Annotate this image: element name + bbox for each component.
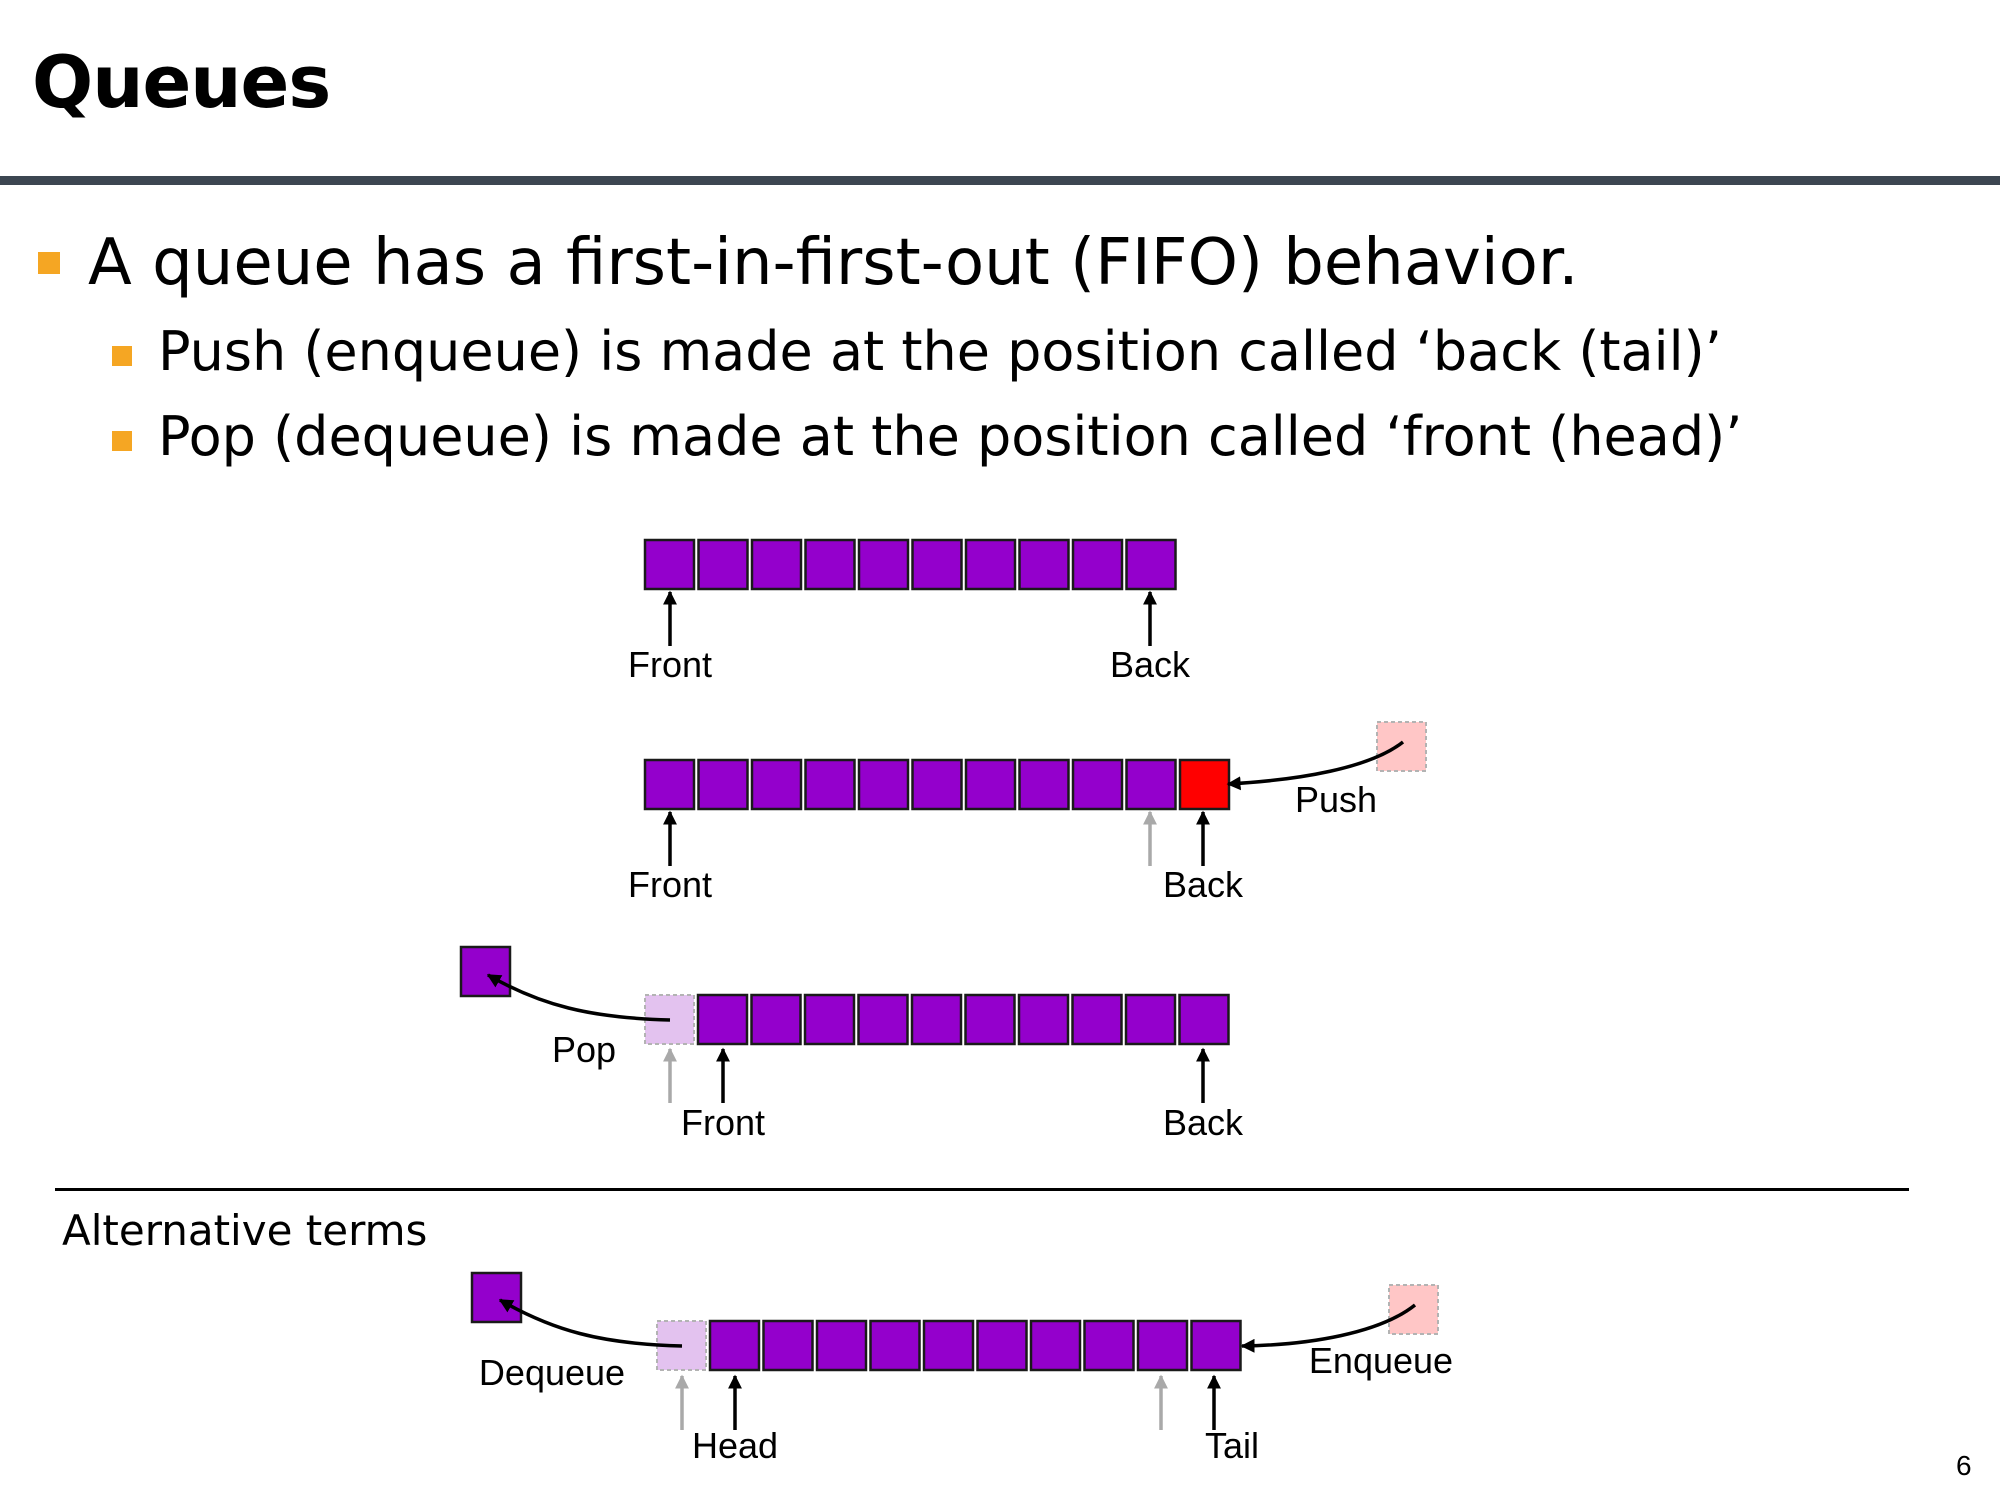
queue-element	[643, 758, 696, 811]
queue-element	[1071, 538, 1124, 591]
queue-element	[976, 1319, 1028, 1372]
bullet-pop: Pop (dequeue) is made at the position ca…	[112, 405, 1743, 468]
queue-element	[1018, 538, 1070, 591]
queue-element	[910, 993, 963, 1046]
alt-tail-label: Tail	[1205, 1425, 1259, 1466]
queue-element	[643, 538, 696, 591]
push-front-label: Front	[628, 864, 712, 905]
page-number: 6	[1956, 1450, 1972, 1481]
bullet-text: Pop (dequeue) is made at the position ca…	[158, 405, 1743, 468]
push-operation-label: Push	[1295, 779, 1377, 820]
queue-element	[696, 993, 749, 1046]
bullet-marker-icon	[112, 431, 132, 451]
queue-element	[1136, 1319, 1189, 1372]
alt-dequeue-label: Dequeue	[479, 1352, 625, 1393]
queue-element	[1017, 993, 1070, 1046]
push-back-label: Back	[1163, 864, 1244, 905]
queue-element	[804, 538, 856, 591]
popped-element	[459, 945, 512, 998]
initial-back-label: Back	[1110, 644, 1191, 685]
bullet-marker-icon	[112, 346, 132, 366]
queue-element	[750, 758, 803, 811]
queue-element	[964, 758, 1017, 811]
dequeue-arrow	[498, 1298, 683, 1348]
queue-element	[964, 993, 1016, 1046]
queue-element	[911, 758, 963, 811]
push-arrow	[1226, 740, 1405, 791]
bullet-push: Push (enqueue) is made at the position c…	[112, 320, 1722, 383]
queue-element	[1029, 1319, 1082, 1372]
alternative-terms-heading: Alternative terms	[62, 1206, 428, 1255]
queue-element	[857, 538, 910, 591]
queue-element	[1071, 993, 1123, 1046]
alt-enqueue-label: Enqueue	[1309, 1340, 1453, 1381]
queue-element	[922, 1319, 975, 1372]
bullet-fifo: A queue has a first-in-first-out (FIFO) …	[38, 226, 1579, 300]
incoming-element	[1376, 721, 1427, 772]
dequeued-element	[470, 1271, 523, 1324]
queue-element	[911, 538, 963, 591]
pop-arrow	[486, 973, 671, 1022]
queue-pop-diagram	[459, 945, 1230, 1103]
queue-element	[697, 538, 749, 591]
pop-operation-label: Pop	[552, 1029, 616, 1070]
initial-front-label: Front	[628, 644, 712, 685]
queue-element	[750, 993, 802, 1046]
queue-element	[1071, 758, 1124, 811]
queue-initial-diagram	[643, 538, 1177, 646]
queue-element	[804, 758, 856, 811]
queue-element	[1125, 538, 1177, 591]
queue-element	[1018, 758, 1070, 811]
alt-head-label: Head	[692, 1425, 778, 1466]
queue-element	[1190, 1319, 1242, 1372]
queue-push-diagram	[643, 721, 1427, 866]
queue-element	[857, 993, 909, 1046]
pop-back-label: Back	[1163, 1102, 1244, 1143]
bullet-marker-icon	[38, 252, 60, 274]
enqueue-arrow	[1240, 1303, 1417, 1353]
bullet-text: A queue has a first-in-first-out (FIFO) …	[88, 226, 1579, 300]
bullet-text: Push (enqueue) is made at the position c…	[158, 320, 1722, 383]
incoming-element	[1388, 1284, 1439, 1335]
queue-element	[762, 1319, 814, 1372]
queue-element	[1125, 758, 1177, 811]
queue-element	[697, 758, 749, 811]
alternative-terms-divider	[55, 1188, 1909, 1191]
queue-element	[857, 758, 910, 811]
queue-element	[708, 1319, 761, 1372]
queue-element	[964, 538, 1017, 591]
queue-alternative-diagram	[470, 1271, 1439, 1430]
queue-element	[803, 993, 856, 1046]
queue-element	[1178, 993, 1230, 1046]
slide-title: Queues	[32, 40, 331, 124]
queue-element	[869, 1319, 921, 1372]
pushed-element	[1178, 758, 1231, 811]
queue-element	[815, 1319, 868, 1372]
queue-element	[1124, 993, 1177, 1046]
title-divider	[0, 176, 2000, 185]
pop-front-label: Front	[681, 1102, 765, 1143]
queue-element	[750, 538, 803, 591]
queue-element	[1083, 1319, 1135, 1372]
